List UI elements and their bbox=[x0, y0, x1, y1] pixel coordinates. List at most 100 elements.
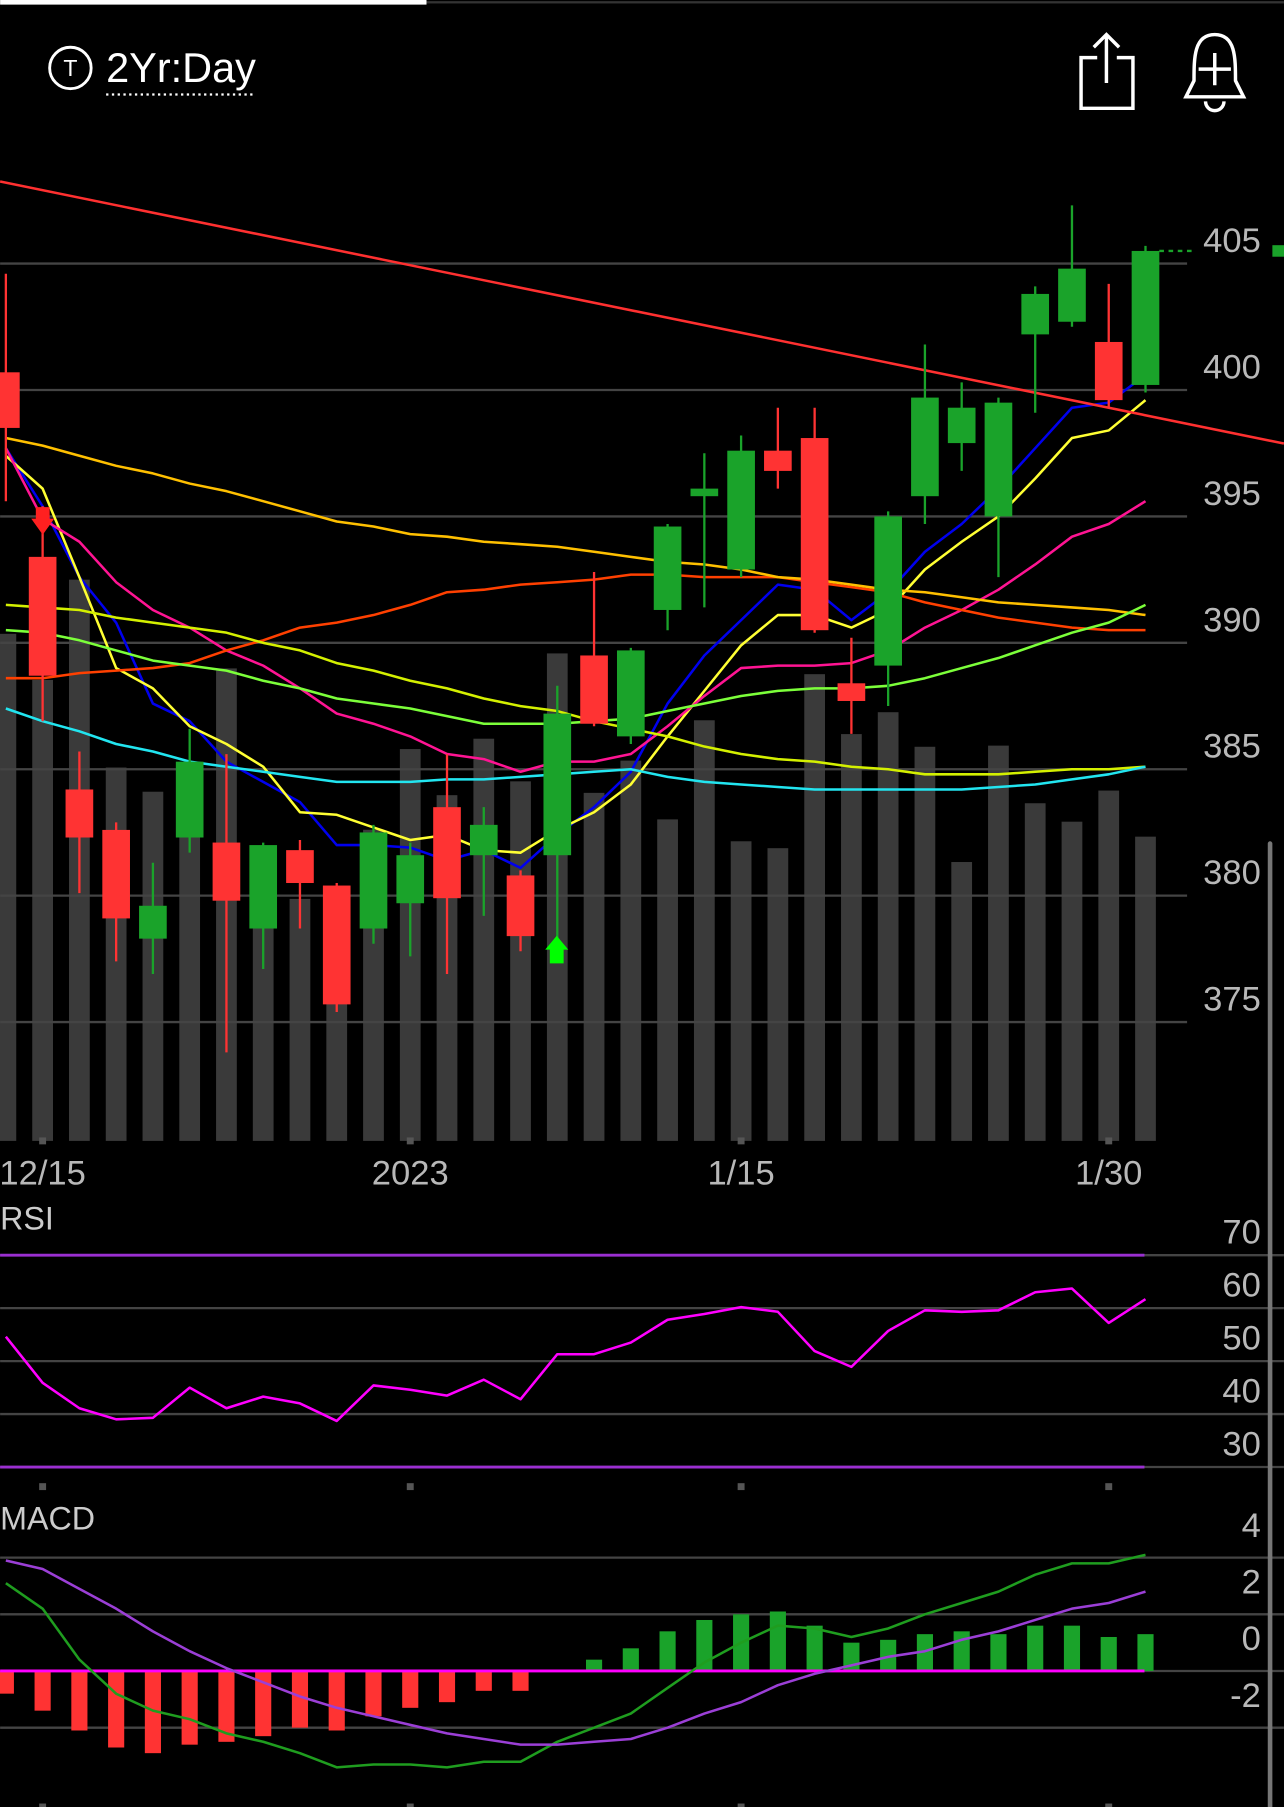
bell bbox=[1183, 32, 1247, 99]
candle-body bbox=[837, 683, 866, 701]
y-tick-label: 375 bbox=[1203, 981, 1261, 1019]
histogram-bar bbox=[585, 1659, 603, 1671]
volume-bar bbox=[179, 806, 201, 1141]
histogram-bar bbox=[438, 1670, 456, 1703]
x-tick-mark bbox=[737, 1803, 745, 1807]
x-tick-label: 12/15 bbox=[0, 1155, 86, 1193]
candle-body bbox=[911, 397, 939, 497]
volume-bar bbox=[767, 848, 789, 1141]
candle-body bbox=[690, 488, 719, 497]
y-tick-label: 405 bbox=[1203, 222, 1261, 260]
volume-bar bbox=[289, 898, 311, 1141]
candle-body bbox=[433, 807, 461, 899]
x-tick-label: 1/15 bbox=[707, 1155, 774, 1193]
histogram-bar bbox=[990, 1634, 1007, 1671]
candle-body bbox=[1058, 268, 1086, 322]
alert-button[interactable] bbox=[1183, 32, 1247, 113]
volume-bar bbox=[1135, 836, 1156, 1141]
y-tick-label: 60 bbox=[1222, 1267, 1260, 1305]
y-tick-label: 400 bbox=[1203, 348, 1261, 386]
y-tick-label: 0 bbox=[1242, 1620, 1261, 1658]
x-tick-mark bbox=[39, 1137, 47, 1145]
histogram-bar bbox=[181, 1670, 198, 1745]
histogram-bar bbox=[1027, 1625, 1044, 1671]
volume-bar bbox=[583, 792, 605, 1141]
candle-body bbox=[469, 824, 498, 856]
macd-line bbox=[5, 1553, 1146, 1769]
candle-body bbox=[286, 850, 314, 884]
moving-average bbox=[5, 399, 1147, 854]
histogram-bar bbox=[512, 1670, 529, 1691]
x-tick-label: 2023 bbox=[372, 1155, 449, 1193]
macd-line bbox=[5, 1559, 1146, 1746]
volume-bar bbox=[1061, 821, 1083, 1141]
rsi-line bbox=[4, 1287, 1147, 1423]
timeframe-label: 2Yr:Day bbox=[106, 44, 256, 91]
trendline bbox=[0, 180, 1284, 445]
histogram-bar bbox=[880, 1639, 897, 1671]
volume-bar bbox=[877, 712, 899, 1141]
volume-bar bbox=[841, 734, 862, 1141]
histogram-bar bbox=[71, 1670, 88, 1731]
histogram-bar bbox=[255, 1670, 272, 1737]
histogram-bar bbox=[659, 1631, 676, 1671]
candle-body bbox=[1021, 293, 1050, 335]
histogram-bar bbox=[365, 1670, 382, 1717]
histogram-bar bbox=[916, 1634, 933, 1671]
icon-letter: T bbox=[63, 55, 77, 81]
candle-body bbox=[616, 650, 645, 737]
candle-body bbox=[102, 829, 130, 919]
volume-bar bbox=[951, 862, 973, 1141]
share-box bbox=[1079, 55, 1135, 111]
y-tick-label: 70 bbox=[1222, 1214, 1260, 1252]
histogram-bar bbox=[622, 1648, 639, 1671]
volume-bar bbox=[1098, 790, 1120, 1141]
candle-body bbox=[212, 842, 241, 901]
histogram-bar bbox=[769, 1611, 786, 1671]
bell-clapper bbox=[1203, 101, 1226, 113]
volume-bar bbox=[804, 674, 826, 1141]
clock-icon bbox=[48, 45, 93, 91]
candle-body bbox=[947, 407, 976, 444]
candle-body bbox=[359, 832, 388, 929]
share-button[interactable] bbox=[1079, 32, 1135, 111]
x-tick-mark bbox=[737, 1137, 745, 1145]
candle-body bbox=[800, 438, 829, 631]
y-tick-label: 30 bbox=[1222, 1426, 1260, 1464]
histogram-bar bbox=[291, 1670, 309, 1728]
moving-average bbox=[5, 436, 1146, 617]
volume-bar bbox=[988, 745, 1009, 1141]
x-tick-label: 1/30 bbox=[1075, 1155, 1142, 1193]
progress-bar bbox=[0, 0, 427, 5]
candle-body bbox=[984, 402, 1013, 517]
y-tick-label: 390 bbox=[1203, 601, 1261, 639]
y-tick-label: 395 bbox=[1203, 475, 1261, 513]
last-price-marker bbox=[1272, 245, 1284, 257]
candle-body bbox=[874, 516, 902, 666]
histogram-bar bbox=[108, 1670, 125, 1748]
candle-body bbox=[322, 885, 351, 1005]
volume-bar bbox=[620, 760, 642, 1141]
y-tick-label: 50 bbox=[1222, 1320, 1260, 1358]
candle-body bbox=[0, 372, 20, 428]
candle-body bbox=[65, 789, 94, 838]
y-tick-label: 385 bbox=[1203, 728, 1261, 766]
y-tick-label: 40 bbox=[1222, 1373, 1260, 1411]
timeframe-button[interactable]: T 2Yr:Day bbox=[48, 44, 257, 96]
volume-bar bbox=[1024, 803, 1046, 1141]
candle-body bbox=[580, 655, 608, 724]
candle-body bbox=[1131, 250, 1160, 385]
share-arrow bbox=[1092, 32, 1121, 83]
histogram-bar bbox=[144, 1670, 161, 1754]
histogram-bar bbox=[475, 1670, 492, 1691]
volume-bar bbox=[510, 781, 531, 1141]
histogram-bar bbox=[402, 1670, 419, 1708]
histogram-bar bbox=[696, 1619, 713, 1671]
candle-body bbox=[543, 713, 572, 856]
y-tick-label: 4 bbox=[1242, 1507, 1261, 1545]
x-tick-mark bbox=[737, 1483, 745, 1491]
volume-bar bbox=[914, 746, 936, 1141]
histogram-bar bbox=[1063, 1625, 1081, 1671]
